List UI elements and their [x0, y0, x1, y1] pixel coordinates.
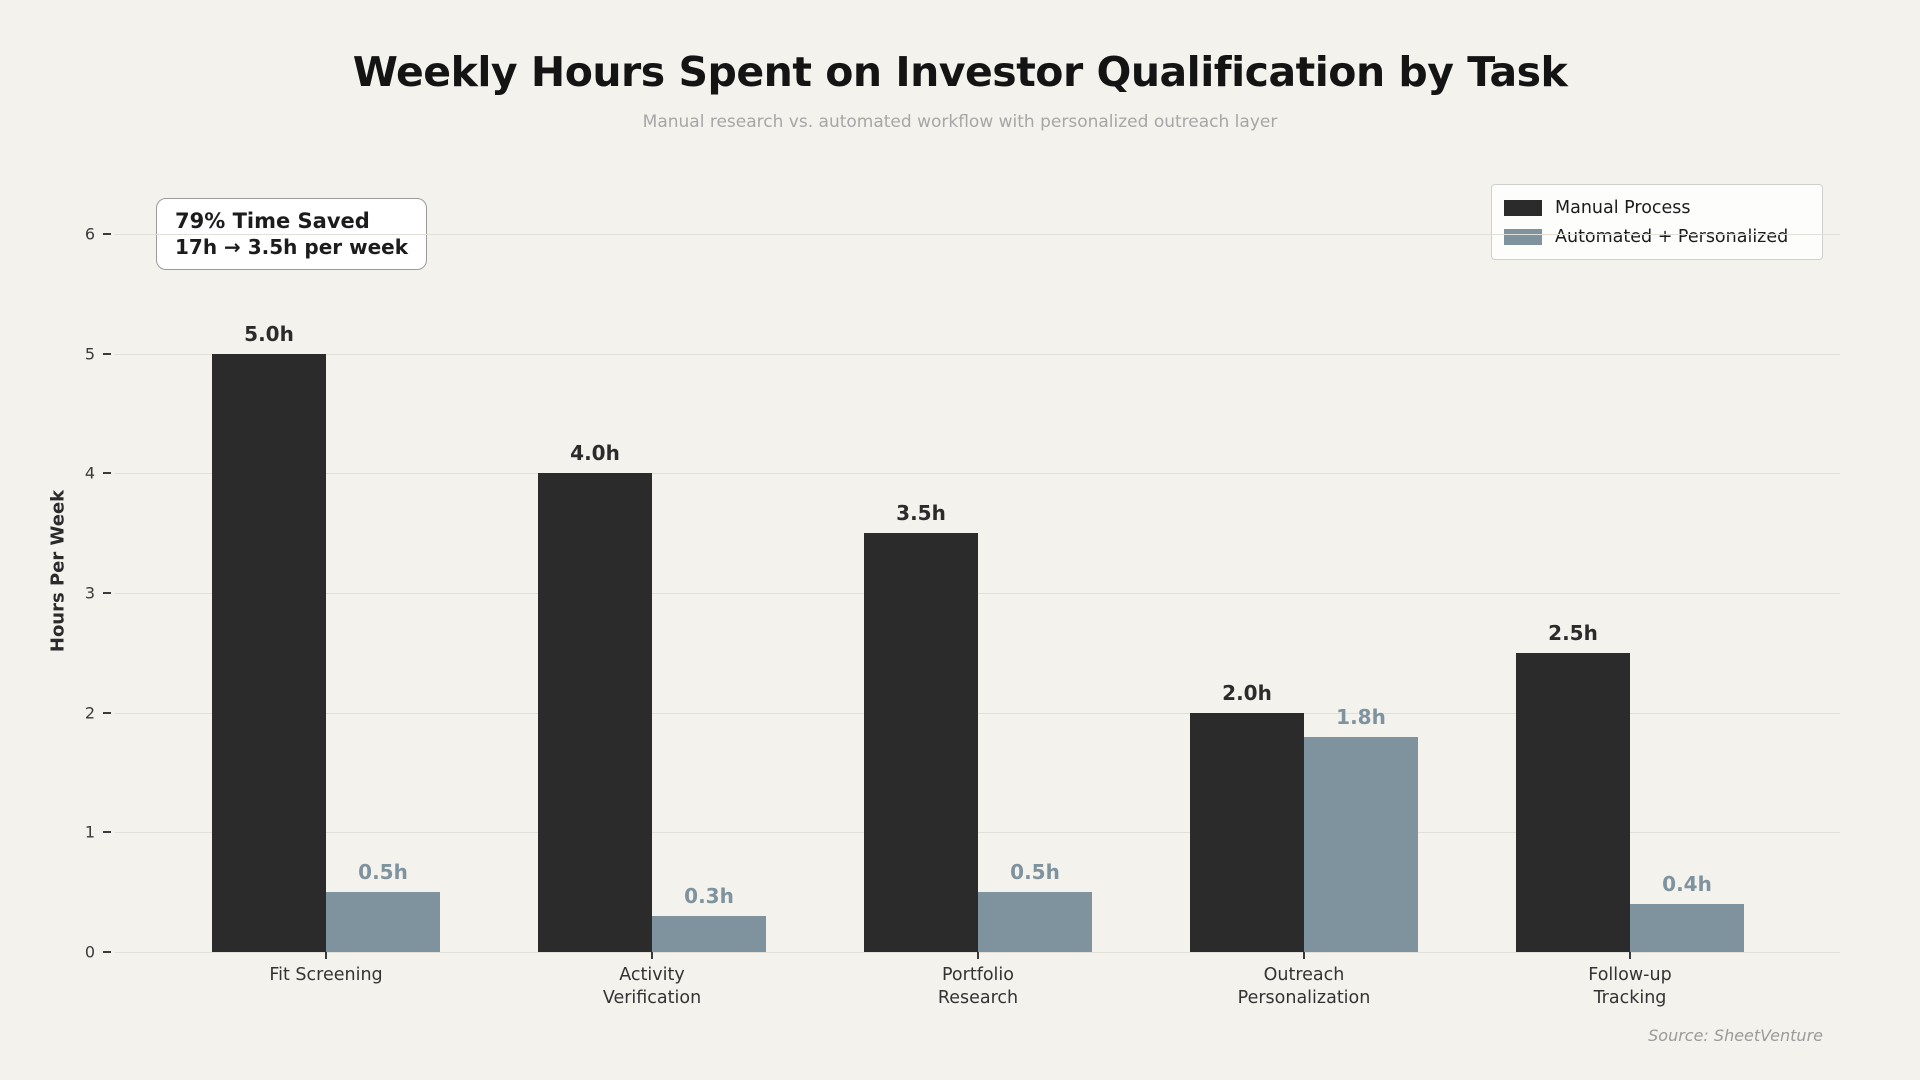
plot-area: Hours Per Week 0 1 2 3 4 5 6 5.0h 0.5h Fit Screen… [48, 190, 1840, 1008]
gridline-y4 [115, 473, 1840, 475]
source-note: Source: SheetVenture [1648, 1026, 1823, 1045]
bar-manual-portfolio-research [864, 533, 978, 952]
bar-automated-portfolio-research [978, 892, 1092, 952]
bar-value-label-automated-fit-screening: 0.5h [358, 860, 408, 885]
x-tick-label-fit-screening: Fit Screening [269, 965, 383, 985]
bar-automated-follow-up-tracking [1630, 904, 1744, 952]
bar-value-label-automated-activity-verification: 0.3h [684, 884, 734, 909]
y-axis-title: Hours Per Week [47, 489, 69, 653]
bar-value-label-manual-outreach-personalization: 2.0h [1222, 680, 1272, 705]
legend: Manual Process Automated + Personalized [1491, 184, 1823, 260]
x-tick-label-activity-verification: Activity Verification [602, 965, 702, 1008]
bar-value-label-automated-follow-up-tracking: 0.4h [1662, 872, 1712, 897]
y-tick-label-1: 1 [84, 822, 95, 842]
bar-value-label-automated-outreach-personalization: 1.8h [1336, 704, 1386, 729]
bar-manual-outreach-personalization [1190, 712, 1304, 952]
chart-subtitle: Manual research vs. automated workflow w… [642, 112, 1278, 132]
x-tick-label-follow-up-tracking: Follow-up Tracking [1588, 965, 1672, 1008]
bar-manual-follow-up-tracking [1516, 652, 1630, 952]
y-tick-label-0: 0 [84, 942, 95, 962]
bar-value-label-manual-portfolio-research: 3.5h [896, 501, 946, 526]
time-saved-detail: 17h → 3.5h per week [175, 235, 408, 259]
chart-title: Weekly Hours Spent on Investor Qualifica… [352, 48, 1568, 96]
gridline-y5 [115, 353, 1840, 355]
bar-automated-outreach-personalization [1304, 736, 1418, 952]
x-tick-label-portfolio-research: Portfolio Research [937, 965, 1019, 1008]
y-tick-mark-3 [103, 591, 111, 594]
y-tick-mark-2 [103, 711, 111, 714]
legend-label-manual: Manual Process [1555, 197, 1691, 218]
y-tick-label-4: 4 [84, 463, 95, 483]
y-tick-mark-1 [103, 831, 111, 834]
bar-manual-activity-verification [538, 473, 652, 952]
y-tick-label-3: 3 [84, 583, 95, 603]
legend-swatch-automated-icon [1504, 228, 1542, 245]
y-tick-mark-6 [103, 232, 111, 235]
x-tick-mark-fit-screening [325, 952, 327, 959]
x-tick-mark-activity-verification [651, 952, 653, 959]
x-tick-mark-outreach-personalization [1303, 952, 1305, 959]
legend-label-automated: Automated + Personalized [1555, 226, 1789, 247]
legend-item-manual: Manual Process [1504, 193, 1810, 222]
bar-automated-activity-verification [652, 916, 766, 952]
legend-swatch-manual-icon [1504, 199, 1542, 216]
x-tick-mark-portfolio-research [977, 952, 979, 959]
bar-automated-fit-screening [326, 892, 440, 952]
x-tick-mark-follow-up-tracking [1629, 952, 1631, 959]
legend-item-automated: Automated + Personalized [1504, 222, 1810, 251]
bar-value-label-manual-follow-up-tracking: 2.5h [1548, 620, 1598, 645]
y-tick-mark-4 [103, 472, 111, 475]
bar-manual-fit-screening [212, 353, 326, 952]
bar-value-label-manual-fit-screening: 5.0h [244, 321, 294, 346]
gridline-y6 [115, 233, 1840, 235]
bar-value-label-automated-portfolio-research: 0.5h [1010, 860, 1060, 885]
bar-value-label-manual-activity-verification: 4.0h [570, 441, 620, 466]
y-tick-mark-5 [103, 352, 111, 355]
time-saved-headline: 79% Time Saved [175, 209, 370, 233]
y-tick-label-5: 5 [84, 344, 95, 363]
y-tick-label-6: 6 [84, 224, 95, 244]
x-tick-label-outreach-personalization: Outreach Personalization [1237, 965, 1371, 1008]
y-tick-label-2: 2 [84, 703, 95, 723]
y-tick-mark-0 [103, 951, 111, 953]
